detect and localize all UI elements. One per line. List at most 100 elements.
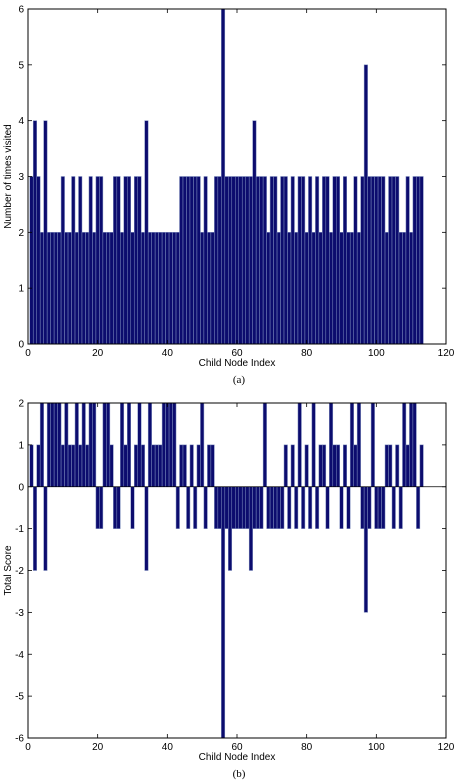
- bar: [266, 232, 271, 345]
- bar: [283, 444, 288, 488]
- y-tick-label: -6: [15, 734, 24, 745]
- bar: [221, 486, 226, 739]
- bar: [287, 232, 292, 345]
- bar: [252, 120, 257, 345]
- bar: [235, 176, 239, 345]
- bar: [318, 232, 323, 345]
- bar: [231, 176, 236, 345]
- y-tick-label: -4: [15, 650, 24, 661]
- bar: [74, 402, 79, 487]
- bar: [269, 176, 274, 345]
- bar: [36, 176, 41, 345]
- bar: [248, 486, 253, 571]
- bar: [60, 444, 65, 488]
- bar: [370, 176, 375, 345]
- bar: [36, 444, 41, 488]
- x-tick-label: 100: [368, 742, 385, 753]
- bar: [297, 402, 302, 487]
- bar: [262, 176, 267, 345]
- bar: [297, 176, 302, 345]
- y-tick-label: -5: [15, 692, 24, 703]
- bar: [123, 444, 128, 488]
- bar: [409, 402, 414, 487]
- bar: [290, 444, 295, 488]
- bar: [332, 444, 337, 488]
- bar: [116, 486, 121, 529]
- bar: [207, 444, 212, 488]
- bar: [322, 176, 327, 345]
- bar: [116, 176, 121, 345]
- bar: [311, 232, 316, 345]
- x-tick-label: 120: [438, 348, 455, 359]
- bar: [245, 176, 250, 345]
- bar: [140, 232, 145, 345]
- bar: [123, 176, 128, 345]
- bar: [259, 176, 264, 345]
- bar: [217, 486, 222, 529]
- x-tick-label: 20: [92, 348, 104, 359]
- bar: [346, 486, 351, 529]
- bar: [416, 486, 421, 529]
- bar: [88, 176, 93, 345]
- y-tick-label: -3: [15, 608, 24, 619]
- bar: [280, 486, 285, 529]
- y-tick-label: 0: [18, 482, 24, 493]
- x-tick-label: 80: [301, 348, 313, 359]
- x-tick-label: 100: [368, 348, 385, 359]
- bar: [43, 120, 48, 345]
- y-tick-label: 4: [18, 116, 24, 127]
- bar: [245, 486, 250, 529]
- bar: [398, 232, 403, 345]
- bar: [419, 176, 424, 345]
- bar: [353, 176, 358, 345]
- bar: [416, 176, 421, 345]
- bar: [248, 176, 253, 345]
- bar: [388, 176, 393, 345]
- bar: [402, 402, 407, 487]
- bar: [127, 402, 131, 487]
- plot-area: [28, 403, 446, 738]
- bar: [71, 176, 76, 345]
- x-tick-label: 40: [162, 742, 174, 753]
- x-tick-label: 40: [162, 348, 174, 359]
- bar: [120, 232, 125, 345]
- bar: [109, 444, 114, 488]
- bar: [356, 402, 361, 487]
- bar: [409, 232, 414, 345]
- bar: [238, 486, 243, 529]
- bar: [158, 444, 163, 488]
- bar: [228, 486, 233, 571]
- bar: [318, 444, 323, 488]
- bar: [322, 444, 327, 488]
- bar: [29, 176, 34, 345]
- bar: [137, 176, 142, 345]
- bar: [332, 176, 337, 345]
- bar: [39, 402, 44, 487]
- bar: [74, 232, 79, 345]
- bar: [308, 176, 313, 345]
- bar: [381, 486, 386, 529]
- bar: [127, 176, 131, 345]
- bar: [349, 232, 354, 345]
- bar: [384, 444, 389, 488]
- bar: [67, 232, 72, 345]
- bar: [217, 176, 222, 345]
- bar: [140, 444, 145, 488]
- bar: [339, 232, 344, 345]
- bar: [60, 176, 65, 345]
- bar: [109, 232, 114, 345]
- bar: [342, 176, 347, 345]
- bar: [99, 486, 104, 529]
- bar: [151, 232, 156, 345]
- y-tick-label: -2: [15, 566, 24, 577]
- bar: [419, 444, 424, 488]
- bar: [398, 486, 403, 529]
- bar: [151, 444, 156, 488]
- y-tick-label: 2: [18, 399, 24, 410]
- bar: [78, 444, 83, 488]
- bar: [402, 232, 407, 345]
- bar: [228, 176, 233, 345]
- bar: [290, 176, 295, 345]
- bar: [241, 176, 246, 345]
- bar: [182, 176, 187, 345]
